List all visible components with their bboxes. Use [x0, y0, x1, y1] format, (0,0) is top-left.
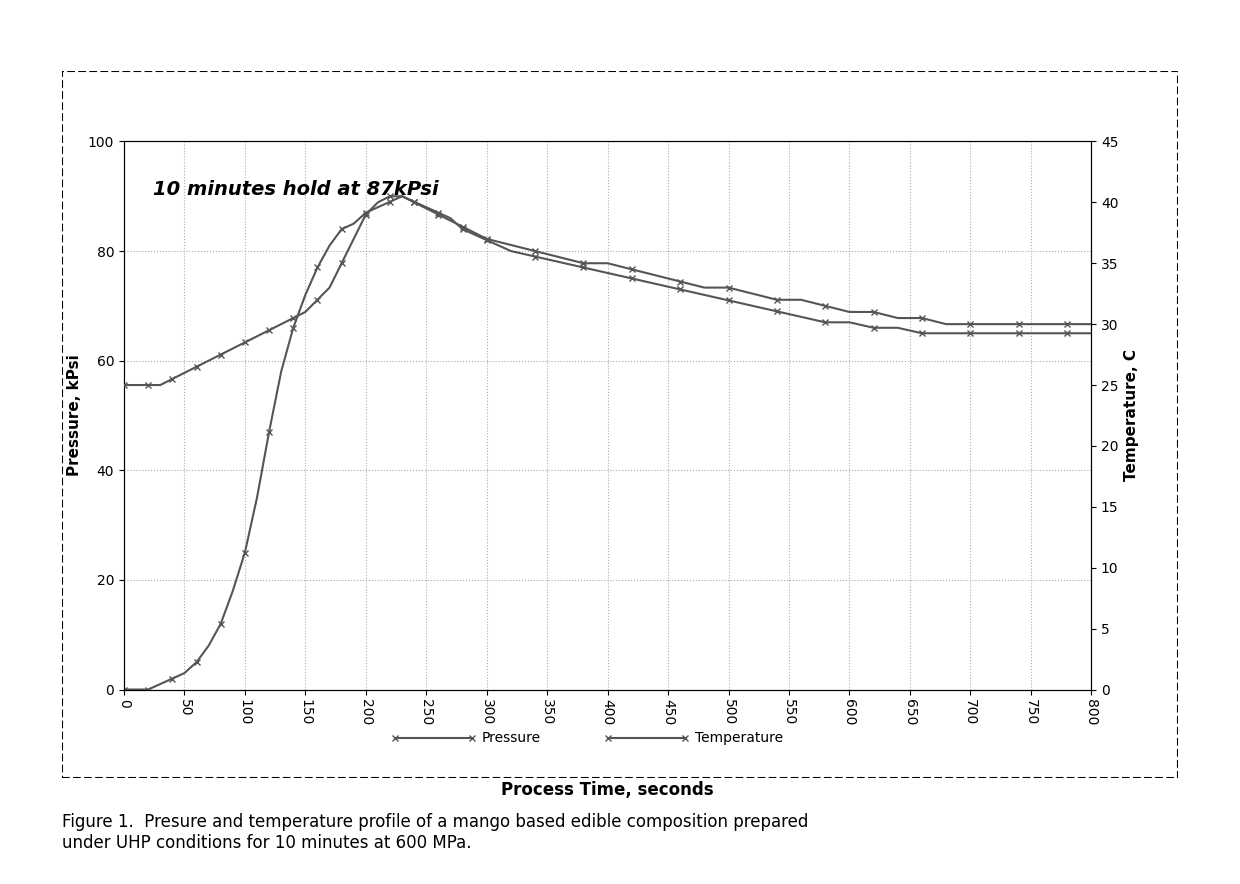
Text: Pressure: Pressure: [482, 731, 541, 745]
Y-axis label: Pressure, kPsi: Pressure, kPsi: [67, 354, 82, 476]
Text: 10 minutes hold at 87kPsi: 10 minutes hold at 87kPsi: [153, 179, 439, 199]
Text: Temperature: Temperature: [694, 731, 782, 745]
Y-axis label: Temperature, C: Temperature, C: [1125, 349, 1140, 482]
X-axis label: Process Time, seconds: Process Time, seconds: [501, 781, 714, 799]
Text: Figure 1.  Presure and temperature profile of a mango based edible composition p: Figure 1. Presure and temperature profil…: [62, 813, 808, 852]
